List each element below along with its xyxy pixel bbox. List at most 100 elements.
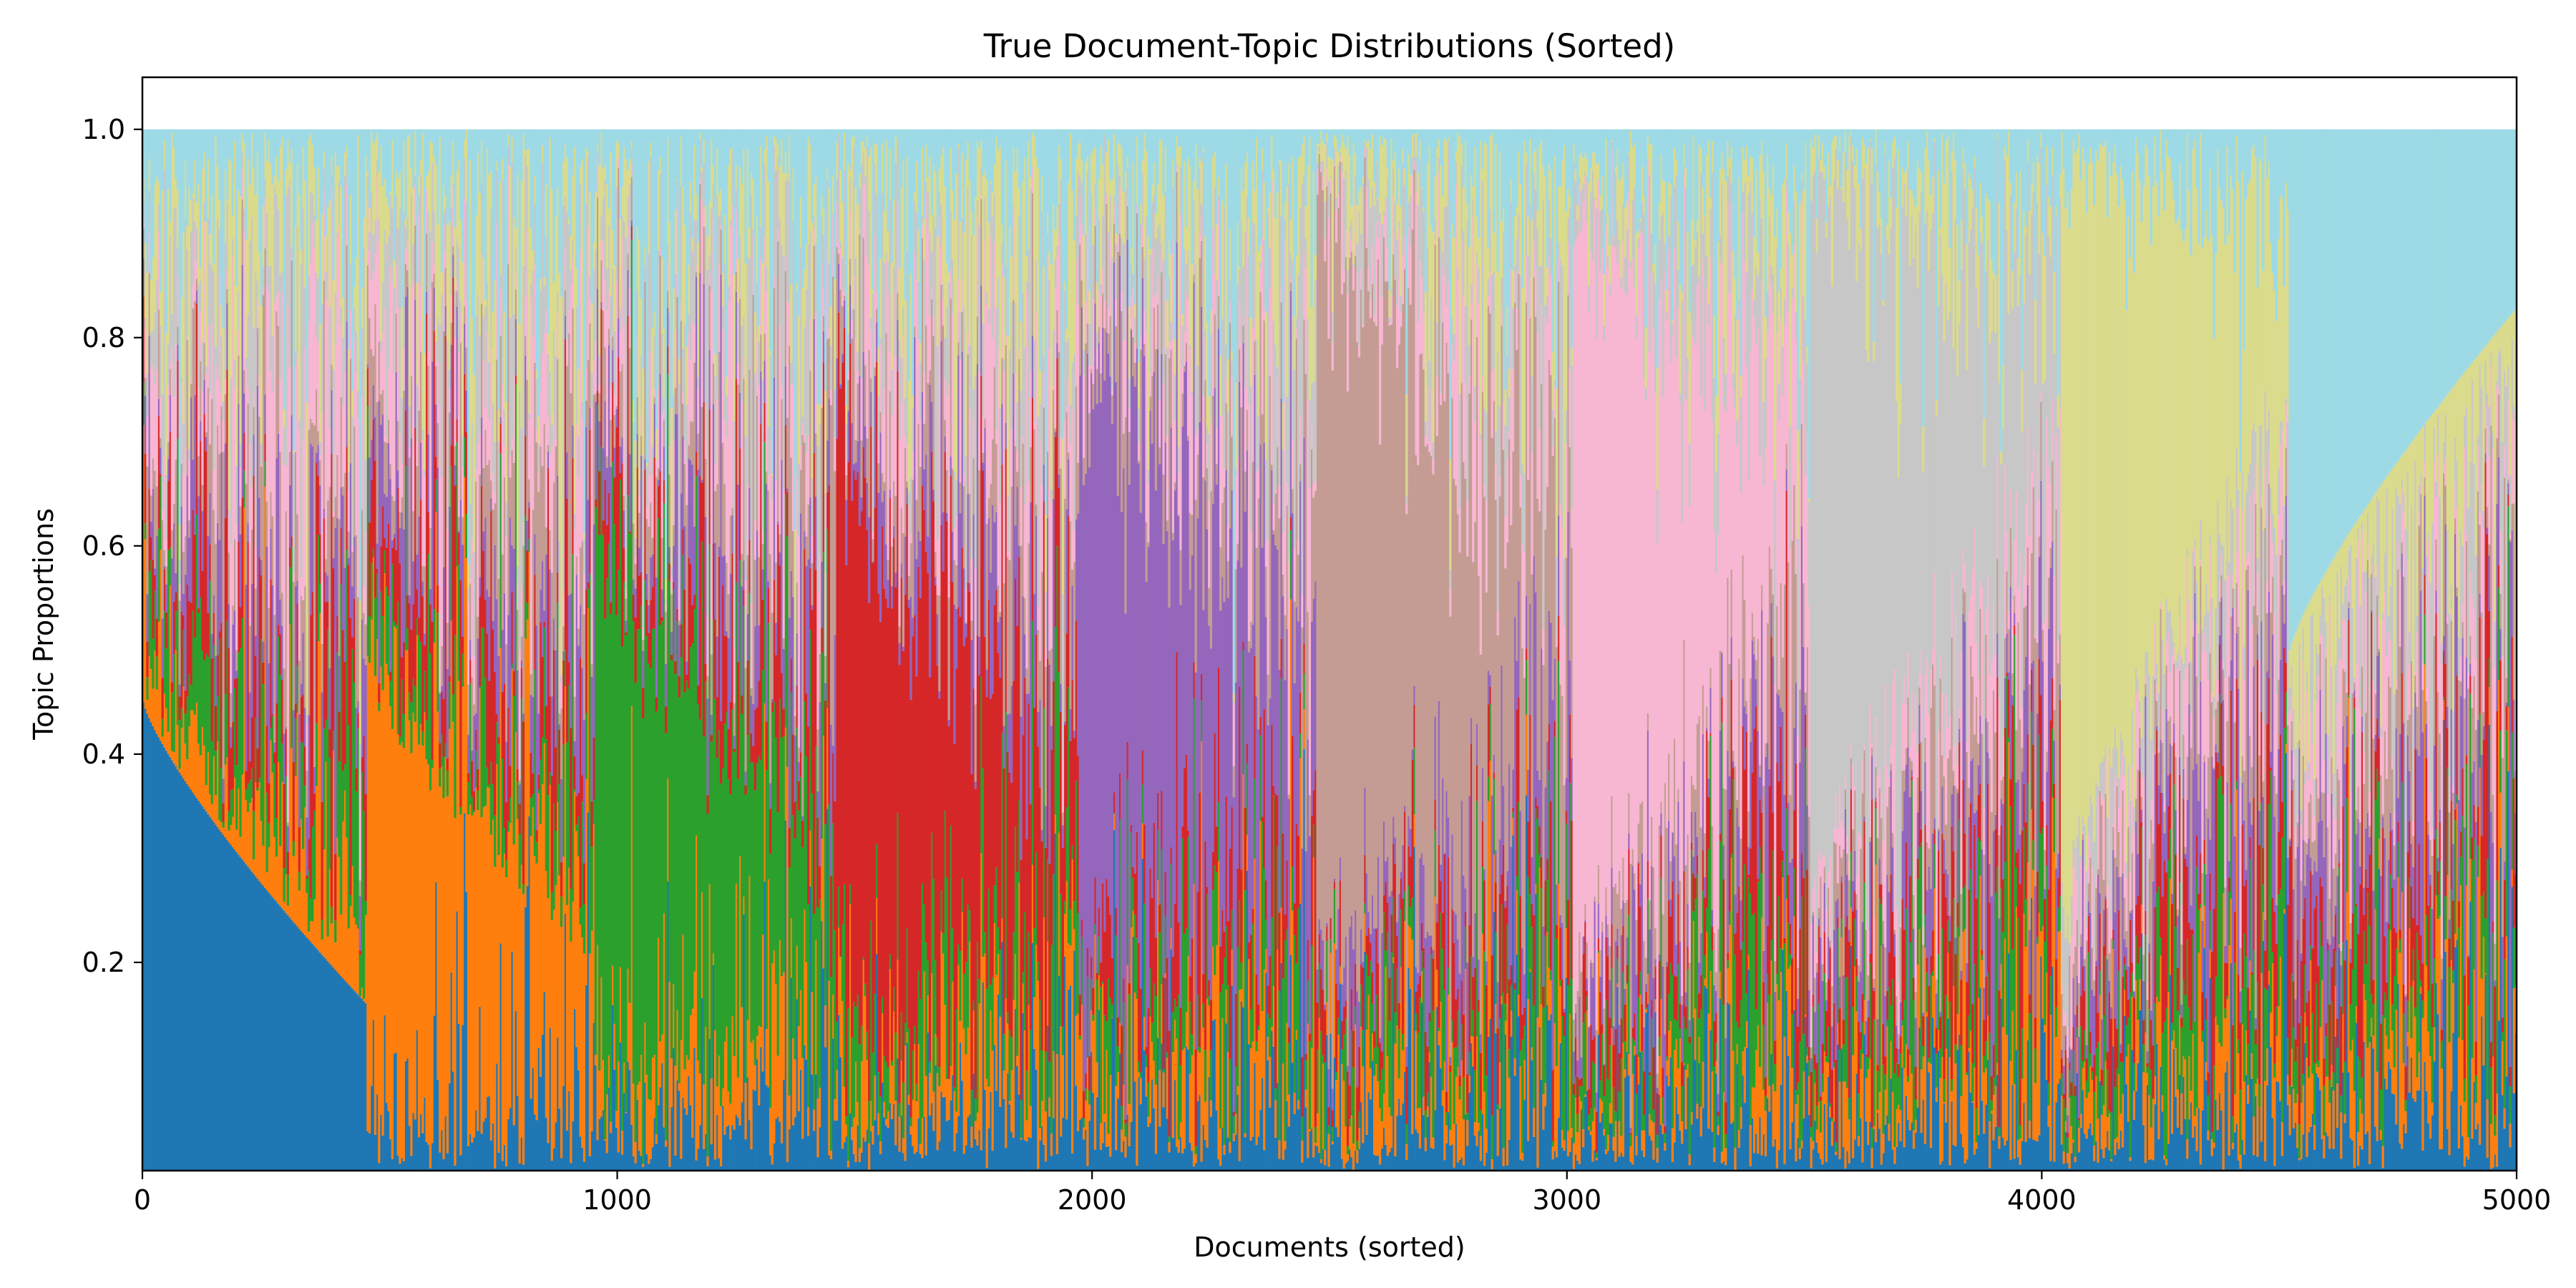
- topic-2-segment: [465, 514, 468, 558]
- topic-0-segment: [152, 726, 155, 1171]
- topic-2-segment: [1093, 924, 1097, 935]
- topic-1-segment: [346, 837, 348, 982]
- topic-1-segment: [2300, 1103, 2303, 1159]
- topic-1-segment: [2480, 978, 2483, 1017]
- topic-3-segment: [1257, 1005, 1260, 1026]
- topic-3-segment: [2165, 872, 2168, 1008]
- topic-3-segment: [1724, 1102, 1727, 1134]
- topic-1-segment: [2190, 1091, 2192, 1103]
- topic-2-segment: [1998, 1127, 2001, 1136]
- topic-2-segment: [826, 529, 829, 708]
- topic-0-segment: [2326, 1136, 2329, 1171]
- topic-2-segment: [1914, 1099, 1917, 1120]
- topic-0-segment: [953, 1151, 956, 1171]
- topic-1-segment: [2271, 963, 2274, 1118]
- topic-0-segment: [146, 713, 149, 1171]
- topic-0-segment: [2401, 1148, 2404, 1171]
- topic-1-segment: [1289, 599, 1292, 955]
- topic-2-segment: [2142, 1044, 2145, 1073]
- topic-0-segment: [858, 1161, 861, 1171]
- topic-2-segment: [530, 797, 532, 836]
- topic-2-segment: [492, 784, 494, 820]
- topic-0-segment: [2239, 1169, 2242, 1171]
- topic-2-segment: [1263, 868, 1266, 970]
- topic-0-segment: [562, 1085, 565, 1171]
- topic-0-segment: [1899, 1141, 1902, 1171]
- topic-0-segment: [860, 1152, 863, 1171]
- topic-2-segment: [1882, 1065, 1885, 1134]
- topic-0-segment: [488, 1096, 491, 1171]
- topic-1-segment: [615, 1111, 618, 1128]
- topic-1-segment: [1441, 1090, 1444, 1106]
- topic-0-segment: [995, 1091, 998, 1171]
- topic-3-segment: [1851, 911, 1855, 1008]
- topic-2-segment: [1813, 1069, 1817, 1083]
- topic-0-segment: [1107, 1146, 1110, 1171]
- topic-1-segment: [1561, 1130, 1564, 1148]
- topic-2-segment: [683, 692, 686, 1070]
- topic-0-segment: [1621, 1156, 1625, 1171]
- topic-2-segment: [152, 638, 155, 689]
- topic-2-segment: [399, 736, 401, 746]
- topic-2-segment: [1952, 898, 1955, 987]
- topic-2-segment: [2009, 806, 2012, 1061]
- topic-0-segment: [1842, 1147, 1845, 1171]
- topic-1-segment: [1810, 1137, 1813, 1169]
- topic-0-segment: [1614, 1161, 1617, 1171]
- topic-0-segment: [2263, 1161, 2267, 1171]
- topic-0-segment: [2011, 1085, 2014, 1171]
- topic-3-segment: [1928, 985, 1931, 1058]
- topic-2-segment: [1339, 965, 1342, 967]
- topic-0-segment: [417, 1137, 421, 1171]
- topic-0-segment: [1624, 1078, 1626, 1171]
- topic-0-segment: [695, 1160, 698, 1171]
- topic-2-segment: [425, 720, 428, 760]
- topic-0-segment: [2492, 1167, 2494, 1171]
- topic-2-segment: [643, 580, 647, 1023]
- topic-2-segment: [873, 993, 877, 1076]
- topic-0-segment: [750, 1149, 753, 1171]
- topic-1-segment: [311, 921, 314, 945]
- topic-1-segment: [2076, 1038, 2079, 1073]
- topic-0-segment: [1914, 1132, 1917, 1171]
- topic-1-segment: [1654, 1000, 1657, 1013]
- topic-1-segment: [2117, 1074, 2120, 1150]
- topic-2-segment: [1470, 956, 1473, 1036]
- topic-0-segment: [459, 1155, 462, 1171]
- topic-0-segment: [803, 1045, 806, 1171]
- topic-0-segment: [378, 1163, 381, 1171]
- topic-2-segment: [1789, 954, 1792, 966]
- topic-1-segment: [366, 655, 369, 1132]
- topic-1-segment: [1356, 1150, 1359, 1163]
- topic-2-segment: [858, 1044, 861, 1148]
- topic-1-segment: [213, 756, 215, 822]
- topic-1-segment: [410, 753, 413, 1156]
- topic-2-segment: [1498, 1018, 1501, 1063]
- topic-0-segment: [533, 1114, 537, 1171]
- topic-1-segment: [1181, 1050, 1184, 1154]
- topic-0-segment: [408, 1126, 411, 1171]
- topic-3-segment: [2239, 1023, 2242, 1090]
- topic-2-segment: [1394, 1013, 1397, 1044]
- topic-2-segment: [1244, 889, 1246, 1133]
- topic-0-segment: [167, 753, 170, 1171]
- topic-2-segment: [1121, 1106, 1123, 1130]
- topic-1-segment: [2478, 767, 2482, 1145]
- topic-0-segment: [321, 955, 323, 1171]
- topic-1-segment: [2514, 985, 2517, 1034]
- topic-0-segment: [2393, 1094, 2396, 1171]
- topic-1-segment: [1650, 1120, 1653, 1141]
- topic-2-segment: [1397, 1029, 1400, 1079]
- topic-2-segment: [1324, 1062, 1327, 1150]
- topic-0-segment: [1055, 1153, 1059, 1171]
- topic-1-segment: [298, 890, 301, 929]
- topic-0-segment: [1846, 1151, 1849, 1171]
- topic-0-segment: [1804, 1016, 1807, 1171]
- topic-2-segment: [822, 552, 825, 736]
- topic-1-segment: [370, 619, 373, 1086]
- topic-2-segment: [1690, 850, 1693, 1113]
- topic-3-segment: [358, 950, 361, 955]
- topic-0-segment: [1023, 1140, 1026, 1171]
- topic-0-segment: [1470, 1043, 1473, 1171]
- topic-0-segment: [735, 1114, 738, 1171]
